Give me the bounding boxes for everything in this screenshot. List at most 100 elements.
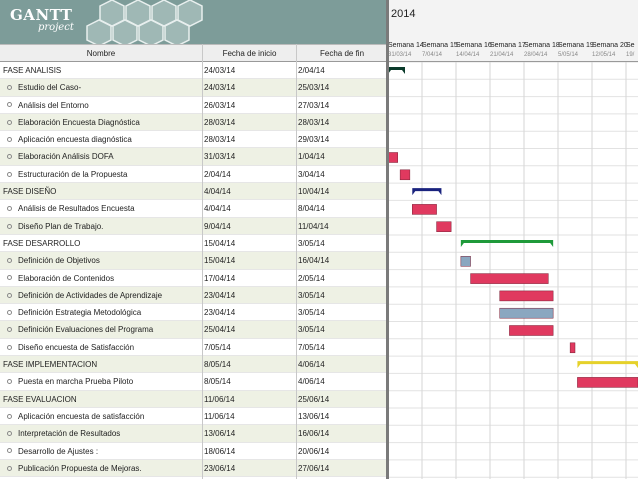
task-bullet-icon xyxy=(7,206,12,212)
task-start-date: 11/06/14 xyxy=(204,394,235,404)
logo-title: GANTT xyxy=(10,6,73,24)
table-row[interactable]: Análisis de Resultados Encuesta 4/04/14 8/… xyxy=(0,200,388,218)
column-header-name[interactable]: Nombre xyxy=(0,45,203,62)
task-end-date: 7/05/14 xyxy=(298,342,325,352)
table-row[interactable]: Aplicación encuesta de satisfacción 11/06… xyxy=(0,408,388,426)
task-end-date: 25/06/14 xyxy=(298,394,330,404)
column-header-start[interactable]: Fecha de inicio xyxy=(203,45,297,62)
table-row[interactable]: Puesta en marcha Prueba Piloto 8/05/14 4/0… xyxy=(0,373,388,391)
timeline-weeks: Semana 14 Semana 15 Semana 16 Semana 17 Sema… xyxy=(388,42,638,52)
task-bar xyxy=(577,377,638,388)
task-bar xyxy=(436,221,452,232)
task-name-label: Desarrollo de Ajustes : xyxy=(18,446,99,456)
task-name-label: Diseño encuesta de Satisfacción xyxy=(18,342,135,352)
pane-splitter[interactable] xyxy=(386,0,389,479)
task-bar xyxy=(470,273,549,284)
table-row[interactable]: Análisis del Entorno 26/03/14 27/03/14 xyxy=(0,97,388,114)
task-end-date: 16/04/14 xyxy=(298,256,330,266)
task-bullet-icon xyxy=(7,413,12,419)
table-row[interactable]: Diseño Plan de Trabajo. 9/04/14 11/04/14 xyxy=(0,217,388,235)
task-bar xyxy=(499,290,554,302)
app-logo-banner: GANTT project xyxy=(0,0,388,44)
task-bullet-icon xyxy=(7,310,12,316)
table-row[interactable]: FASE DESARROLLO 15/04/14 3/05/14 xyxy=(0,235,388,253)
task-bullet-icon xyxy=(7,379,12,385)
task-name: Elaboración Análisis DOFA xyxy=(3,148,201,165)
table-row[interactable]: Definición de Actividades de Aprendizaje… xyxy=(0,286,388,305)
task-end-date: 16/06/14 xyxy=(298,429,330,439)
task-end-date: 3/04/14 xyxy=(298,169,325,179)
task-end-date: 27/03/14 xyxy=(298,100,330,110)
task-start-date: 28/03/14 xyxy=(204,117,236,127)
task-start-date: 28/03/14 xyxy=(204,135,236,145)
task-name: Elaboración Encuesta Diagnóstica xyxy=(3,114,201,131)
task-name-label: Elaboración de Contenidos xyxy=(18,273,115,283)
timeline-days: 31/03/14 7/04/14 14/04/14 21/04/14 28/04/14 5… xyxy=(388,52,638,61)
table-row[interactable]: Elaboración de Contenidos 17/04/14 2/05/14 xyxy=(0,270,388,287)
day-label: 12/05/14 xyxy=(592,52,616,58)
table-row[interactable]: Desarrollo de Ajustes : 18/06/14 20/06/14 xyxy=(0,443,388,460)
table-row[interactable]: Estudio del Caso- 24/03/14 25/03/14 xyxy=(0,79,388,97)
table-row[interactable]: Interpretación de Resultados 13/06/14 16/0… xyxy=(0,425,388,443)
task-table: FASE ANALISIS 24/03/14 2/04/14 Estudio del … xyxy=(0,62,388,478)
task-bar xyxy=(399,169,411,181)
timeline-header: 2014 Semana 14 Semana 15 Semana 16 Semana 1… xyxy=(388,0,638,62)
task-name-label: Puesta en marcha Prueba Piloto xyxy=(18,377,134,387)
table-row[interactable]: FASE EVALUACION 11/06/14 25/06/14 xyxy=(0,390,388,408)
table-row[interactable]: FASE DISEÑO 4/04/14 10/04/14 xyxy=(0,183,388,201)
task-bullet-icon xyxy=(7,223,12,229)
task-bullet-icon xyxy=(7,465,12,471)
week-label: Semana 14 xyxy=(388,42,424,49)
task-name-label: Definición de Objetivos xyxy=(18,256,100,266)
task-start-date: 18/06/14 xyxy=(204,446,236,456)
week-label: Semana 16 xyxy=(456,42,492,49)
task-name: Análisis de Resultados Encuesta xyxy=(3,200,201,217)
week-label: Semana 20 xyxy=(592,42,628,49)
task-bullet-icon xyxy=(7,292,12,298)
table-row[interactable]: FASE ANALISIS 24/03/14 2/04/14 xyxy=(0,62,388,80)
task-name-label: FASE EVALUACION xyxy=(3,394,77,404)
table-row[interactable]: Elaboración Encuesta Diagnóstica 28/03/14… xyxy=(0,113,388,132)
week-label: Semana 17 xyxy=(490,42,526,49)
phase-summary-bar xyxy=(577,361,638,369)
task-start-date: 26/03/14 xyxy=(204,100,236,110)
task-bar xyxy=(569,342,576,354)
day-label: 7/04/14 xyxy=(422,52,443,58)
phase-summary-bar xyxy=(460,240,554,247)
task-start-date: 23/06/14 xyxy=(204,463,236,473)
column-header-end[interactable]: Fecha de fin xyxy=(297,45,388,62)
task-name: Aplicación encuesta diagnóstica xyxy=(3,131,201,148)
hexagon-pattern-icon xyxy=(86,0,203,44)
task-bar xyxy=(388,152,398,163)
table-row[interactable]: Estructuración de la Propuesta 2/04/14 3/0… xyxy=(0,166,388,184)
task-bullet-icon xyxy=(7,258,12,264)
table-row[interactable]: Definición Estrategia Metodológica 23/04/… xyxy=(0,304,388,322)
gantt-chart-area[interactable] xyxy=(388,62,638,479)
phase-summary-bar xyxy=(388,67,405,74)
timeline-year: 2014 xyxy=(391,8,416,20)
table-row[interactable]: Aplicación encuesta diagnóstica 28/03/14 2… xyxy=(0,131,388,149)
week-label: Se xyxy=(626,42,635,49)
task-end-date: 28/03/14 xyxy=(298,117,330,127)
task-start-date: 9/04/14 xyxy=(204,221,231,231)
task-start-date: 15/04/14 xyxy=(204,256,236,266)
table-row[interactable]: Definición Evaluaciones del Programa 25/0… xyxy=(0,321,388,339)
table-row[interactable]: FASE IMPLEMENTACION 8/05/14 4/06/14 xyxy=(0,356,388,374)
day-label: 21/04/14 xyxy=(490,52,514,58)
task-start-date: 4/04/14 xyxy=(204,187,231,197)
task-end-date: 4/06/14 xyxy=(298,360,325,370)
task-start-date: 23/04/14 xyxy=(204,308,236,318)
table-row[interactable]: Definición de Objetivos 15/04/14 16/04/14 xyxy=(0,252,388,270)
table-row[interactable]: Elaboración Análisis DOFA 31/03/14 1/04/14 xyxy=(0,148,388,166)
task-bullet-icon xyxy=(7,119,12,125)
task-name: Estudio del Caso- xyxy=(3,79,201,96)
task-end-date: 4/06/14 xyxy=(298,377,325,387)
task-bullet-icon xyxy=(7,171,12,177)
task-name-label: Análisis de Resultados Encuesta xyxy=(18,204,135,214)
task-bullet-icon xyxy=(7,327,12,333)
table-row[interactable]: Diseño encuesta de Satisfacción 7/05/14 7/… xyxy=(0,339,388,357)
task-name: FASE DISEÑO xyxy=(3,183,201,200)
task-name-label: Aplicación encuesta diagnóstica xyxy=(18,135,132,145)
table-row[interactable]: Publicación Propuesta de Mejoras. 23/06/1… xyxy=(0,459,388,478)
task-start-date: 8/05/14 xyxy=(204,360,231,370)
